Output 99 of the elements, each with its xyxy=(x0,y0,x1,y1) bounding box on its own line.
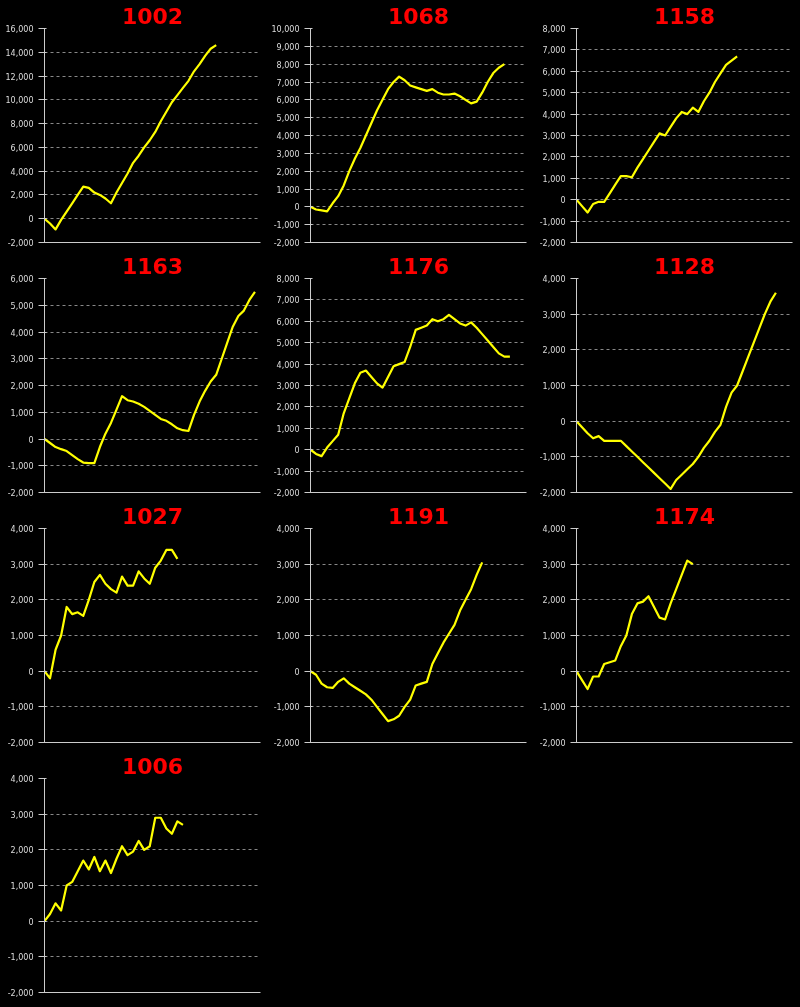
y-tick-label: 8,000 xyxy=(10,120,34,130)
y-tick-label: 2,000 xyxy=(542,153,566,163)
y-tick-label: -2,000 xyxy=(273,489,300,498)
y-tick-label: 7,000 xyxy=(276,78,300,88)
y-tick-label: 3,000 xyxy=(542,560,566,570)
y-tick-label: -1,000 xyxy=(273,221,300,231)
y-tick-label: 5,000 xyxy=(276,339,300,349)
y-tick-label: 10,000 xyxy=(5,96,34,106)
y-tick-label: 1,000 xyxy=(276,632,300,641)
y-tick-label: 2,000 xyxy=(542,346,566,356)
chart-title: 1027 xyxy=(121,503,184,529)
y-tick-label: 2,000 xyxy=(10,846,34,856)
y-tick-label: 1,000 xyxy=(276,185,300,195)
y-tick-label: -1,000 xyxy=(273,467,300,477)
y-tick-label: -1,000 xyxy=(7,462,34,472)
y-tick-label: 10,000 xyxy=(271,25,300,34)
y-tick-label: 2,000 xyxy=(276,596,300,606)
y-tick-label: 12,000 xyxy=(5,72,34,82)
y-tick-label: 9,000 xyxy=(276,42,300,52)
y-tick-label: 3,000 xyxy=(276,149,300,159)
y-tick-label: 1,000 xyxy=(276,424,300,434)
y-tick-label: 0 xyxy=(294,667,300,677)
y-tick-label: 6,000 xyxy=(276,317,300,327)
y-tick-label: -2,000 xyxy=(273,239,300,248)
y-tick-label: 4,000 xyxy=(10,525,34,534)
y-tick-label: -2,000 xyxy=(7,989,34,998)
y-tick-label: 3,000 xyxy=(542,310,566,320)
y-tick-label: 4,000 xyxy=(276,132,300,141)
y-tick-label: 2,000 xyxy=(276,167,300,177)
y-tick-label: -1,000 xyxy=(273,703,300,713)
y-tick-label: -2,000 xyxy=(7,489,34,498)
y-tick-label: 8,000 xyxy=(542,25,566,34)
y-tick-label: 0 xyxy=(560,417,566,427)
y-tick-label: -2,000 xyxy=(7,239,34,248)
y-tick-label: 1,000 xyxy=(10,882,34,891)
y-tick-label: -2,000 xyxy=(539,239,566,248)
y-tick-label: 2,000 xyxy=(10,191,34,201)
chart-title: 1191 xyxy=(387,503,450,529)
y-tick-label: 3,000 xyxy=(10,810,34,820)
chart-title: 1176 xyxy=(387,253,450,279)
y-tick-label: -2,000 xyxy=(539,739,566,748)
y-tick-label: 4,000 xyxy=(10,167,34,177)
y-tick-label: 0 xyxy=(294,446,300,456)
y-tick-label: 0 xyxy=(28,215,34,225)
y-tick-label: 1,000 xyxy=(542,632,566,641)
chart-title: 1174 xyxy=(653,503,716,529)
y-tick-label: 1,000 xyxy=(542,174,566,184)
y-tick-label: 3,000 xyxy=(276,382,300,391)
y-tick-label: 16,000 xyxy=(5,25,34,34)
y-tick-label: 4,000 xyxy=(542,525,566,534)
chart-title: 1158 xyxy=(653,3,716,29)
y-tick-label: 3,000 xyxy=(10,560,34,570)
y-tick-label: 4,000 xyxy=(10,775,34,784)
y-tick-label: 3,000 xyxy=(276,560,300,570)
y-tick-label: 5,000 xyxy=(10,301,34,311)
y-tick-label: 0 xyxy=(560,667,566,677)
y-tick-label: 2,000 xyxy=(276,403,300,413)
y-tick-label: 5,000 xyxy=(542,89,566,99)
y-tick-label: 4,000 xyxy=(542,110,566,120)
y-tick-label: 4,000 xyxy=(542,275,566,284)
chart-title: 1128 xyxy=(653,253,716,279)
y-tick-label: -1,000 xyxy=(7,953,34,963)
y-tick-label: 2,000 xyxy=(10,596,34,606)
y-tick-label: 5,000 xyxy=(276,114,300,124)
y-tick-label: 4,000 xyxy=(10,328,34,338)
chart-title: 1068 xyxy=(387,3,450,29)
y-tick-label: 6,000 xyxy=(10,143,34,153)
y-tick-label: -1,000 xyxy=(539,703,566,713)
y-tick-label: 0 xyxy=(28,435,34,445)
y-tick-label: 1,000 xyxy=(542,382,566,391)
y-tick-label: 0 xyxy=(28,667,34,677)
y-tick-label: 7,000 xyxy=(276,296,300,306)
y-tick-label: 2,000 xyxy=(542,596,566,606)
y-tick-label: 6,000 xyxy=(542,67,566,77)
y-tick-label: 8,000 xyxy=(276,60,300,70)
y-tick-label: 0 xyxy=(294,203,300,213)
chart-title: 1002 xyxy=(121,3,184,29)
y-tick-label: 7,000 xyxy=(542,46,566,56)
y-tick-label: -2,000 xyxy=(539,489,566,498)
y-tick-label: 4,000 xyxy=(276,360,300,370)
y-tick-label: 14,000 xyxy=(5,48,34,58)
y-tick-label: 4,000 xyxy=(276,525,300,534)
y-tick-label: -1,000 xyxy=(539,453,566,463)
y-tick-label: 3,000 xyxy=(542,132,566,141)
y-tick-label: 6,000 xyxy=(10,275,34,284)
y-tick-label: -1,000 xyxy=(539,217,566,227)
y-tick-label: 1,000 xyxy=(10,632,34,641)
y-tick-label: -2,000 xyxy=(7,739,34,748)
chart-title: 1163 xyxy=(121,253,184,279)
y-tick-label: 2,000 xyxy=(10,382,34,391)
y-tick-label: 1,000 xyxy=(10,408,34,418)
y-tick-label: 3,000 xyxy=(10,355,34,365)
chart-title: 1006 xyxy=(121,753,184,779)
y-tick-label: 0 xyxy=(28,917,34,927)
y-tick-label: 0 xyxy=(560,196,566,206)
y-tick-label: -1,000 xyxy=(7,703,34,713)
y-tick-label: 8,000 xyxy=(276,275,300,284)
y-tick-label: -2,000 xyxy=(273,739,300,748)
y-tick-label: 6,000 xyxy=(276,96,300,106)
